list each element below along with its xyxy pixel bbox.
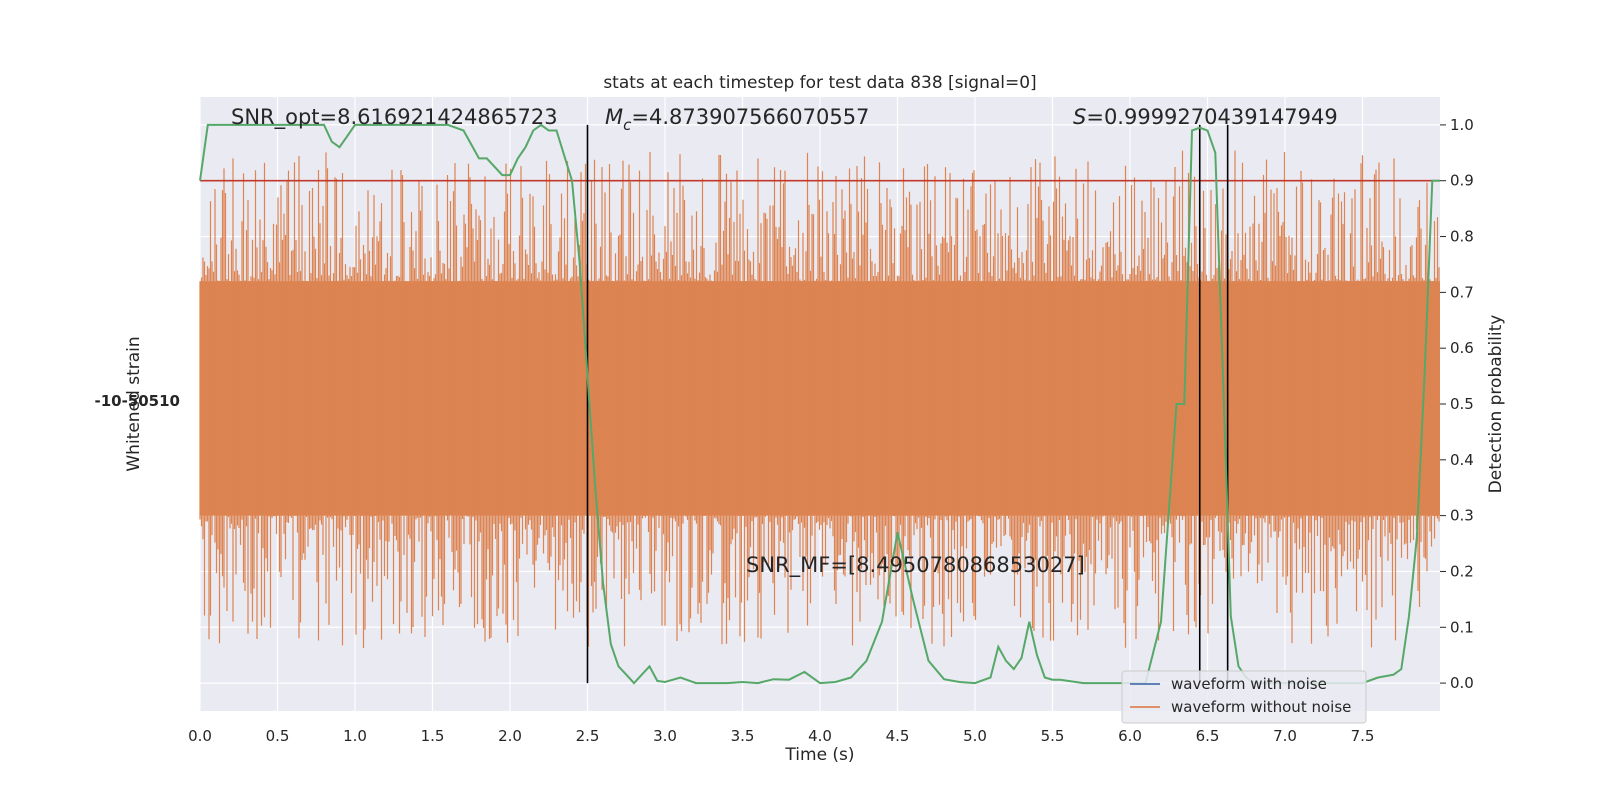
x-tick-label: 6.0 <box>1118 727 1142 745</box>
x-tick-label: 7.0 <box>1273 727 1297 745</box>
annotation-chirp-mass-subscript: c <box>623 116 632 134</box>
y-tick-label: 1.0 <box>1450 116 1474 134</box>
annotation-snr-opt: SNR_opt=8.616921424865723 <box>231 105 558 130</box>
y-tick-label: 0.2 <box>1450 562 1474 580</box>
y-tick-label: 0.3 <box>1450 507 1474 525</box>
vertical-markers <box>586 124 1229 684</box>
legend-label-without-noise: waveform without noise <box>1171 698 1351 716</box>
y-tick-label: 0.8 <box>1450 228 1474 246</box>
x-tick-label: 5.0 <box>963 727 987 745</box>
annotation-chirp-mass-symbol: M <box>605 105 623 129</box>
y-axis-label-right: Detection probability <box>1486 315 1506 494</box>
x-tick-label: 3.5 <box>731 727 755 745</box>
y-ticks-right: 0.0 0.1 0.2 0.3 0.4 0.5 0.6 0.7 0.8 0.9 1.0 <box>1440 116 1474 692</box>
y-tick-label: 0.9 <box>1450 172 1474 190</box>
x-tick-label: 2.5 <box>576 727 600 745</box>
x-tick-label: 4.0 <box>808 727 832 745</box>
strain-series <box>199 150 1440 649</box>
y-tick-label: 0.6 <box>1450 339 1474 357</box>
x-axis-label: Time (s) <box>784 745 854 765</box>
legend-box <box>1121 670 1367 724</box>
x-tick-label: 2.0 <box>498 727 522 745</box>
y-tick-label: 0.0 <box>1450 674 1474 692</box>
y-tick-label: 0.7 <box>1450 283 1474 301</box>
legend: waveform with noise waveform without noi… <box>1121 670 1367 724</box>
x-ticks: 0.0 0.5 1.0 1.5 2.0 2.5 3.0 3.5 4.0 4.5 5.0 5.5 6.0 6… <box>188 727 1374 745</box>
x-tick-label: 7.5 <box>1351 727 1375 745</box>
x-tick-label: 5.5 <box>1041 727 1065 745</box>
annotation-statistic-value: =0.9999270439147949 <box>1086 105 1337 129</box>
x-tick-label: 1.5 <box>421 727 445 745</box>
x-tick-label: 0.0 <box>188 727 212 745</box>
probability-series <box>199 123 1440 685</box>
annotation-snr-mf: SNR_MF=[8.495078086853027] <box>746 553 1085 578</box>
left-axis-tick-labels: -10-50510 <box>94 392 180 410</box>
y-tick-label: 0.1 <box>1450 618 1474 636</box>
y-tick-label: 0.4 <box>1450 451 1474 469</box>
x-tick-label: 4.5 <box>886 727 910 745</box>
y-tick-label: 0.5 <box>1450 395 1474 413</box>
annotation-chirp-mass-value: =4.873907566070557 <box>631 105 869 129</box>
annotation-statistic-symbol: S <box>1073 105 1086 129</box>
x-tick-label: 6.5 <box>1196 727 1220 745</box>
x-tick-label: 0.5 <box>266 727 290 745</box>
x-tick-label: 1.0 <box>343 727 367 745</box>
y-axis-label-left: Whitened strain <box>124 336 144 471</box>
chart-title: stats at each timestep for test data 838… <box>603 73 1036 93</box>
annotation-chirp-mass: Mc=4.873907566070557 <box>605 105 869 134</box>
left-axis-clutter: -10-50510 <box>94 392 180 410</box>
x-tick-label: 3.0 <box>653 727 677 745</box>
legend-label-with-noise: waveform with noise <box>1171 675 1327 693</box>
annotation-statistic: S=0.9999270439147949 <box>1073 105 1338 129</box>
detection-probability-line <box>199 123 1440 685</box>
